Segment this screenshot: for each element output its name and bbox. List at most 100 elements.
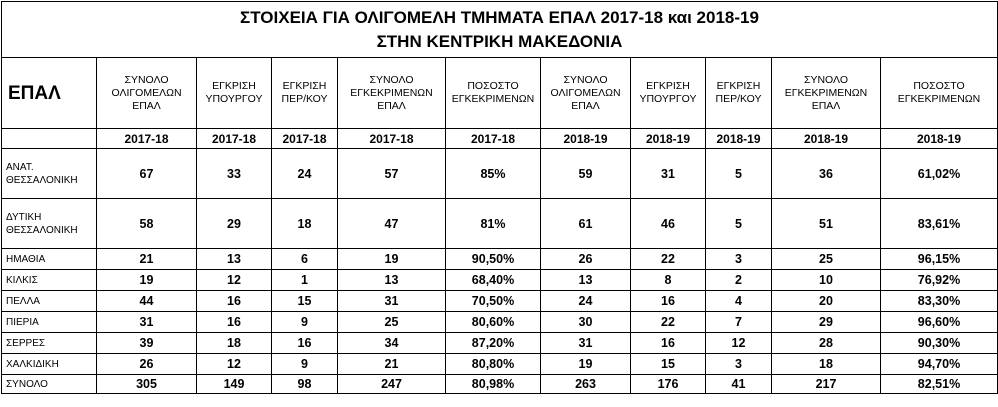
value-cell: 13 <box>540 269 631 291</box>
table-row: ΣΕΡΡΕΣ 39 18 16 34 87,20% 31 16 12 28 90,30% <box>1 332 998 354</box>
column-header-line: ΕΓΚΡΙΣΗ <box>646 80 690 92</box>
table-row: ΠΕΛΛΑ 44 16 15 31 70,50% 24 16 4 20 83,30% <box>1 290 998 312</box>
value-cell: 29 <box>196 198 272 249</box>
years-empty-cell <box>1 128 97 149</box>
value-cell: 36 <box>771 148 881 199</box>
column-header-line: ΠΕΡ/ΚΟΥ <box>715 93 762 105</box>
value-cell: 80,80% <box>445 353 541 375</box>
value-cell: 57 <box>337 148 446 199</box>
year-cell: 2017-18 <box>271 128 338 149</box>
value-cell: 305 <box>96 374 197 394</box>
value-cell: 61 <box>540 198 631 249</box>
value-cell: 16 <box>630 290 706 312</box>
value-cell: 8 <box>630 269 706 291</box>
column-header-line: ΠΟΣΟΣΤΟ <box>913 80 965 92</box>
value-cell: 247 <box>337 374 446 394</box>
value-cell: 26 <box>96 353 197 375</box>
column-header-line: ΕΓΚΡΙΣΗ <box>716 80 761 92</box>
value-cell: 12 <box>196 269 272 291</box>
value-cell: 15 <box>271 290 338 312</box>
column-header-line: ΕΓΚΕΚΡΙΜΕΝΩΝ <box>451 93 535 105</box>
table-row: ΑΝΑΤ. ΘΕΣΣΑΛΟΝΙΚΗ 67 33 24 57 85% 59 31 5 36 61,02% <box>1 148 998 199</box>
value-cell: 68,40% <box>445 269 541 291</box>
column-header-line: ΕΓΚΕΚΡΙΜΕΝΩΝ <box>350 86 433 99</box>
value-cell: 70,50% <box>445 290 541 312</box>
value-cell: 1 <box>271 269 338 291</box>
value-cell: 149 <box>196 374 272 394</box>
value-cell: 41 <box>705 374 772 394</box>
title-line-2: ΣΤΗΝ ΚΕΝΤΡΙΚΗ ΜΑΚΕΔΟΝΙΑ <box>376 31 623 51</box>
column-header-line: ΕΠΑΛ <box>811 99 841 112</box>
value-cell: 16 <box>196 290 272 312</box>
column-header-line: ΟΛΙΓΟΜΕΛΩΝ <box>111 86 182 99</box>
years-row: 2017-18 2017-18 2017-18 2017-18 2017-18 2018-… <box>1 128 998 149</box>
region-name-line: ΣΕΡΡΕΣ <box>6 337 46 349</box>
region-name-line: ΠΙΕΡΙΑ <box>6 316 39 328</box>
table-row: ΗΜΑΘΙΑ 21 13 6 19 90,50% 26 22 3 25 96,15% <box>1 248 998 270</box>
year-cell: 2018-19 <box>540 128 631 149</box>
value-cell: 31 <box>96 311 197 333</box>
column-header: ΣΥΝΟΛΟ ΕΓΚΕΚΡΙΜΕΝΩΝ ΕΠΑΛ <box>771 57 881 129</box>
title-line-1: ΣΤΟΙΧΕΙΑ ΓΙΑ ΟΛΙΓΟΜΕΛΗ ΤΜΗΜΑΤΑ ΕΠΑΛ 2017… <box>240 7 759 27</box>
region-name: ΚΙΛΚΙΣ <box>1 269 97 291</box>
year-cell: 2017-18 <box>445 128 541 149</box>
table-row: ΔΥΤΙΚΗ ΘΕΣΣΑΛΟΝΙΚΗ 58 29 18 47 81% 61 46 5 51 83,61… <box>1 198 998 249</box>
value-cell: 98 <box>271 374 338 394</box>
value-cell: 20 <box>771 290 881 312</box>
value-cell: 31 <box>540 332 631 354</box>
column-header-line: ΠΕΡ/ΚΟΥ <box>281 93 328 105</box>
value-cell: 30 <box>540 311 631 333</box>
value-cell: 13 <box>337 269 446 291</box>
value-cell: 24 <box>271 148 338 199</box>
value-cell: 31 <box>630 148 706 199</box>
column-header-line: ΕΓΚΕΚΡΙΜΕΝΩΝ <box>897 93 981 105</box>
column-header-line: ΥΠΟΥΡΓΟΥ <box>639 93 697 105</box>
value-cell: 16 <box>630 332 706 354</box>
value-cell: 9 <box>271 311 338 333</box>
value-cell: 25 <box>337 311 446 333</box>
table-row: ΧΑΛΚΙΔΙΚΗ 26 12 9 21 80,80% 19 15 3 18 94,70% <box>1 353 998 375</box>
value-cell: 217 <box>771 374 881 394</box>
value-cell: 29 <box>771 311 881 333</box>
value-cell: 16 <box>196 311 272 333</box>
region-name-line: ΗΜΑΘΙΑ <box>6 253 46 265</box>
value-cell: 16 <box>271 332 338 354</box>
year-cell: 2017-18 <box>196 128 272 149</box>
region-name: ΠΙΕΡΙΑ <box>1 311 97 333</box>
value-cell: 46 <box>630 198 706 249</box>
column-header: ΠΟΣΟΣΤΟ ΕΓΚΕΚΡΙΜΕΝΩΝ <box>880 57 998 129</box>
region-name: ΣΥΝΟΛΟ <box>1 374 97 394</box>
value-cell: 94,70% <box>880 353 998 375</box>
header-epal: ΕΠΑΛ <box>1 57 97 129</box>
value-cell: 4 <box>705 290 772 312</box>
value-cell: 12 <box>705 332 772 354</box>
value-cell: 61,02% <box>880 148 998 199</box>
value-cell: 87,20% <box>445 332 541 354</box>
value-cell: 59 <box>540 148 631 199</box>
value-cell: 12 <box>196 353 272 375</box>
column-header-line: ΠΟΣΟΣΤΟ <box>467 80 519 92</box>
year-cell: 2017-18 <box>96 128 197 149</box>
header-row: ΕΠΑΛ ΣΥΝΟΛΟ ΟΛΙΓΟΜΕΛΩΝ ΕΠΑΛ ΕΓΚΡΙΣΗ ΥΠΟΥΡΓΟΥ… <box>1 57 998 129</box>
column-header-line: ΣΥΝΟΛΟ <box>803 73 848 86</box>
region-name-line: ΠΕΛΛΑ <box>6 295 40 307</box>
value-cell: 28 <box>771 332 881 354</box>
year-cell: 2018-19 <box>705 128 772 149</box>
column-header-line: ΕΠΑΛ <box>132 99 161 112</box>
value-cell: 82,51% <box>880 374 998 394</box>
value-cell: 51 <box>771 198 881 249</box>
value-cell: 13 <box>196 248 272 270</box>
value-cell: 19 <box>540 353 631 375</box>
total-row: ΣΥΝΟΛΟ 305 149 98 247 80,98% 263 176 41 217 82,51% <box>1 374 998 394</box>
column-header-line: ΕΓΚΕΚΡΙΜΕΝΩΝ <box>784 86 868 99</box>
column-header-line: ΕΓΚΡΙΣΗ <box>212 80 256 92</box>
column-header-line: ΣΥΝΟΛΟ <box>563 73 608 86</box>
value-cell: 58 <box>96 198 197 249</box>
value-cell: 76,92% <box>880 269 998 291</box>
title-row: ΣΤΟΙΧΕΙΑ ΓΙΑ ΟΛΙΓΟΜΕΛΗ ΤΜΗΜΑΤΑ ΕΠΑΛ 2017… <box>1 1 998 58</box>
value-cell: 10 <box>771 269 881 291</box>
region-name-line: ΘΕΣΣΑΛΟΝΙΚΗ <box>6 224 78 236</box>
value-cell: 85% <box>445 148 541 199</box>
region-name: ΑΝΑΤ. ΘΕΣΣΑΛΟΝΙΚΗ <box>1 148 97 199</box>
table-title: ΣΤΟΙΧΕΙΑ ΓΙΑ ΟΛΙΓΟΜΕΛΗ ΤΜΗΜΑΤΑ ΕΠΑΛ 2017… <box>1 1 998 58</box>
